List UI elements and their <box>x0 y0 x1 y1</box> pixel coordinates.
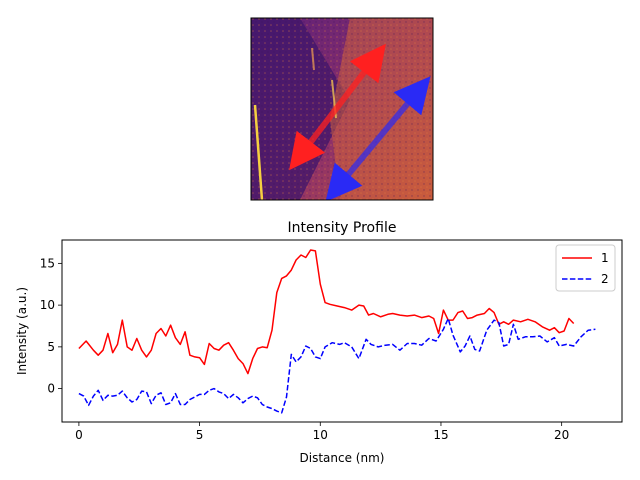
legend: 1 2 <box>555 244 616 292</box>
y-axis-label: Intensity (a.u.) <box>15 287 29 375</box>
x-axis: 0 5 10 15 20 <box>75 422 569 442</box>
x-tick-label: 10 <box>313 428 328 442</box>
series-layer <box>78 249 596 414</box>
y-tick-label: 15 <box>40 256 55 270</box>
legend-label-2: 2 <box>601 272 609 286</box>
series-line-2 <box>78 317 596 414</box>
legend-label-1: 1 <box>601 251 609 265</box>
image-bright-streak <box>253 104 264 200</box>
plot-frame <box>61 239 623 423</box>
y-tick-label: 5 <box>47 340 55 354</box>
x-tick-label: 0 <box>75 428 83 442</box>
y-tick-label: 0 <box>47 382 55 396</box>
x-tick-label: 15 <box>433 428 448 442</box>
chart-title: Intensity Profile <box>288 220 397 236</box>
x-tick-label: 20 <box>554 428 569 442</box>
x-axis-label: Distance (nm) <box>300 451 385 465</box>
y-axis: 0 5 10 15 <box>40 256 62 396</box>
chart: Intensity Profile 0 5 10 15 20 0 5 10 15 Distan… <box>15 220 623 465</box>
y-tick-label: 10 <box>40 298 55 312</box>
image-frame <box>250 17 434 201</box>
x-tick-label: 5 <box>196 428 204 442</box>
arrow-2-line <box>325 76 431 200</box>
image-panel <box>251 18 433 200</box>
series-line-1 <box>78 249 575 375</box>
